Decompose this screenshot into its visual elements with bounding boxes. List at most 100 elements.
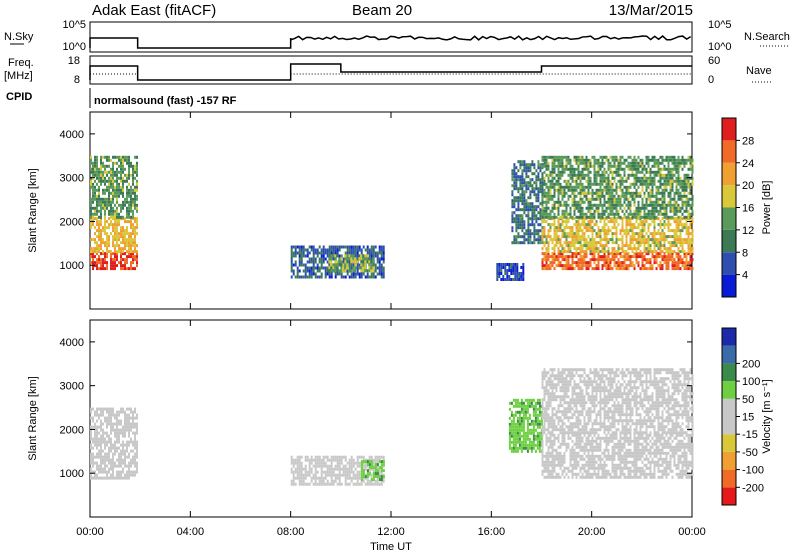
- echo-cell: [549, 188, 552, 192]
- echo-cell: [541, 215, 544, 219]
- echo-cell: [661, 267, 664, 271]
- echo-cell: [118, 185, 120, 189]
- echo-cell: [557, 155, 560, 159]
- echo-cell: [643, 179, 646, 183]
- echo-cell: [671, 206, 674, 210]
- echo-cell: [512, 404, 515, 408]
- echo-cell: [517, 214, 520, 218]
- echo-cell: [128, 461, 130, 465]
- echo-cell: [615, 173, 618, 177]
- echo-cell: [687, 158, 690, 162]
- echo-cell: [585, 241, 588, 245]
- echo-cell: [619, 252, 622, 256]
- echo-cell: [619, 200, 622, 204]
- echo-cell: [519, 184, 522, 188]
- echo-cell: [98, 188, 100, 192]
- echo-cell: [346, 257, 349, 261]
- echo-cell: [294, 260, 297, 264]
- echo-cell: [528, 401, 531, 405]
- echo-cell: [128, 167, 130, 171]
- echo-cell: [615, 182, 618, 186]
- echo-cell: [623, 264, 626, 268]
- echo-cell: [122, 164, 124, 168]
- echo-cell: [512, 449, 515, 453]
- echo-cell: [569, 176, 572, 180]
- echo-cell: [573, 158, 576, 162]
- echo-cell: [102, 176, 104, 180]
- echo-cell: [108, 223, 110, 227]
- echo-cell: [102, 164, 104, 168]
- echo-cell: [577, 155, 580, 159]
- echo-cell: [90, 476, 92, 480]
- echo-cell: [90, 206, 92, 210]
- echo-cell: [661, 255, 664, 259]
- beam-title: Beam 20: [352, 2, 412, 19]
- echo-cell: [529, 229, 532, 233]
- echo-cell: [292, 464, 295, 468]
- echo-cell: [336, 266, 339, 270]
- echo-cell: [643, 215, 646, 219]
- echo-cell: [557, 173, 560, 177]
- echo-cell: [559, 200, 562, 204]
- echo-cell: [597, 170, 600, 174]
- echo-cell: [565, 255, 568, 259]
- echo-cell: [298, 254, 301, 258]
- echo-cell: [94, 164, 96, 168]
- echo-cell: [661, 244, 664, 248]
- echo-cell: [114, 428, 116, 432]
- echo-cell: [569, 182, 572, 186]
- echo-cell: [529, 205, 532, 209]
- echo-cell: [653, 261, 656, 265]
- echo-cell: [669, 188, 672, 192]
- echo-cell: [94, 437, 96, 441]
- echo-cell: [290, 251, 293, 255]
- echo-cell: [671, 173, 674, 177]
- echo-cell: [515, 217, 518, 221]
- echo-cell: [290, 482, 293, 486]
- echo-cell: [94, 476, 96, 480]
- echo-cell: [545, 442, 548, 446]
- echo-cell: [324, 275, 327, 279]
- echo-cell: [116, 182, 118, 186]
- echo-cell: [304, 470, 307, 474]
- echo-cell: [536, 416, 539, 420]
- echo-cell: [643, 173, 646, 177]
- echo-cell: [513, 163, 516, 167]
- echo-cell: [344, 470, 347, 474]
- echo-cell: [601, 255, 604, 259]
- echo-cell: [134, 425, 136, 429]
- echo-cell: [112, 252, 114, 256]
- echo-cell: [593, 182, 596, 186]
- echo-cell: [132, 212, 134, 216]
- echo-cell: [524, 416, 527, 420]
- echo-cell: [525, 229, 528, 233]
- echo-cell: [314, 260, 317, 264]
- echo-cell: [136, 425, 138, 429]
- echo-cell: [681, 197, 684, 201]
- echo-cell: [685, 238, 688, 242]
- echo-cell: [667, 164, 670, 168]
- echo-cell: [98, 261, 100, 265]
- echo-cell: [599, 241, 602, 245]
- echo-cell: [314, 473, 317, 477]
- echo-cell: [577, 167, 580, 171]
- echo-cell: [535, 175, 538, 179]
- echo-cell: [304, 467, 307, 471]
- echo-cell: [322, 254, 325, 258]
- echo-cell: [90, 446, 92, 450]
- echo-cell: [627, 223, 630, 227]
- echo-cell: [526, 437, 529, 441]
- echo-cell: [597, 167, 600, 171]
- echo-cell: [354, 467, 357, 471]
- echo-cell: [100, 464, 102, 468]
- echo-cell: [520, 449, 523, 453]
- echo-cell: [538, 446, 541, 450]
- echo-cell: [518, 275, 521, 278]
- echo-cell: [308, 458, 311, 462]
- echo-cell: [599, 258, 602, 262]
- echo-cell: [538, 410, 541, 414]
- echo-cell: [671, 235, 674, 239]
- echo-cell: [685, 215, 688, 219]
- echo-cell: [316, 455, 319, 459]
- echo-cell: [595, 161, 598, 165]
